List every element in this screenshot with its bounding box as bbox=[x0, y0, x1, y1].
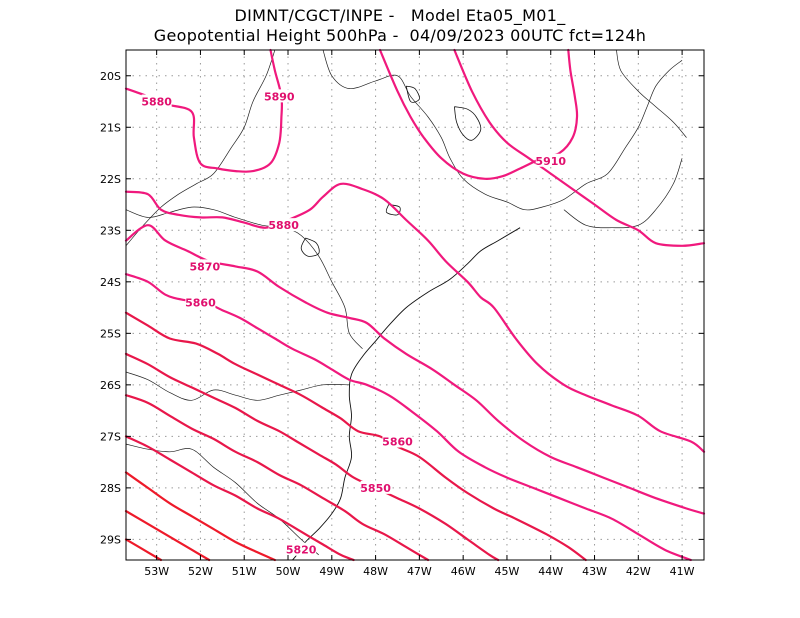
contour-label: 5870 bbox=[190, 260, 221, 273]
contour-label: 5820 bbox=[286, 544, 317, 557]
height-contour bbox=[124, 48, 284, 173]
contour-label: 5860 bbox=[382, 436, 413, 449]
x-tick-label: 49W bbox=[319, 565, 344, 578]
x-tick-label: 48W bbox=[363, 565, 388, 578]
height-contour bbox=[124, 311, 587, 562]
height-contour bbox=[124, 352, 500, 562]
contour-labels: 5880 5890 5910 5880 5870 5860 5860 5850 5820 bbox=[141, 89, 566, 557]
height-contour bbox=[453, 48, 706, 247]
x-tick-label: 42W bbox=[626, 565, 651, 578]
y-tick-label: 26S bbox=[100, 379, 121, 392]
y-tick-label: 25S bbox=[100, 327, 121, 340]
y-tick-label: 21S bbox=[100, 121, 121, 134]
state-border bbox=[125, 49, 276, 247]
chart-title-line1: DIMNT/CGCT/INPE - Model Eta05_M01_ bbox=[234, 6, 566, 25]
state-border bbox=[125, 371, 350, 401]
x-tick-label: 43W bbox=[582, 565, 607, 578]
reservoir-outline bbox=[385, 204, 401, 216]
reservoir-outline bbox=[300, 237, 320, 257]
x-tick-label: 41W bbox=[670, 565, 695, 578]
x-tick-label: 45W bbox=[495, 565, 520, 578]
chart-title-line2: Geopotential Height 500hPa - 04/09/2023 … bbox=[153, 26, 647, 45]
contour-label-bg bbox=[268, 218, 299, 232]
y-tick-label: 27S bbox=[100, 430, 121, 443]
coastline bbox=[292, 227, 521, 561]
height-contour bbox=[124, 182, 706, 453]
height-contour bbox=[124, 538, 163, 562]
contour-label-bg bbox=[535, 153, 566, 167]
x-tick-label: 50W bbox=[276, 565, 301, 578]
map-frame bbox=[125, 49, 705, 561]
latitude-ticks: 20S 21S 22S 23S 24S 25S 26S 27S 28S 29S bbox=[100, 70, 704, 546]
height-contour bbox=[124, 510, 211, 562]
contour-label-bg bbox=[185, 295, 216, 309]
x-tick-label: 52W bbox=[188, 565, 213, 578]
contour-label-bg bbox=[382, 434, 413, 448]
height-contour bbox=[124, 471, 276, 562]
state-border bbox=[322, 49, 683, 211]
state-border bbox=[616, 49, 687, 138]
longitude-ticks: 53W 52W 51W 50W 49W 48W 47W 46W 45W 44W 43W 42W 41W bbox=[144, 50, 695, 578]
contour-label-bg bbox=[189, 259, 220, 273]
reservoir-outline bbox=[405, 85, 420, 103]
gridlines bbox=[126, 50, 704, 560]
contour-label-bg bbox=[141, 94, 172, 108]
contour-label: 5880 bbox=[268, 219, 299, 232]
y-tick-label: 22S bbox=[100, 173, 121, 186]
contour-label-bg bbox=[360, 480, 391, 494]
contour-label: 5890 bbox=[264, 90, 295, 103]
state-border bbox=[563, 158, 683, 229]
x-tick-label: 44W bbox=[538, 565, 563, 578]
map-panel bbox=[126, 50, 704, 560]
height-contour bbox=[124, 394, 430, 562]
y-tick-label: 24S bbox=[100, 276, 121, 289]
x-tick-label: 46W bbox=[451, 565, 476, 578]
y-tick-label: 20S bbox=[100, 70, 121, 83]
height-contour bbox=[124, 435, 355, 562]
reservoir-outline bbox=[454, 106, 482, 141]
contour-label: 5860 bbox=[185, 296, 216, 309]
contour-label: 5850 bbox=[360, 482, 391, 495]
contour-label: 5910 bbox=[535, 155, 566, 168]
contour-label: 5880 bbox=[141, 96, 172, 109]
y-tick-label: 28S bbox=[100, 482, 121, 495]
contour-label-bg bbox=[264, 89, 295, 103]
height-contour bbox=[378, 48, 579, 180]
x-tick-label: 51W bbox=[232, 565, 257, 578]
state-border bbox=[125, 443, 319, 556]
x-tick-label: 53W bbox=[144, 565, 169, 578]
y-tick-label: 23S bbox=[100, 224, 121, 237]
contour-label-bg bbox=[286, 542, 317, 556]
x-tick-label: 47W bbox=[407, 565, 432, 578]
y-tick-label: 29S bbox=[100, 533, 121, 546]
